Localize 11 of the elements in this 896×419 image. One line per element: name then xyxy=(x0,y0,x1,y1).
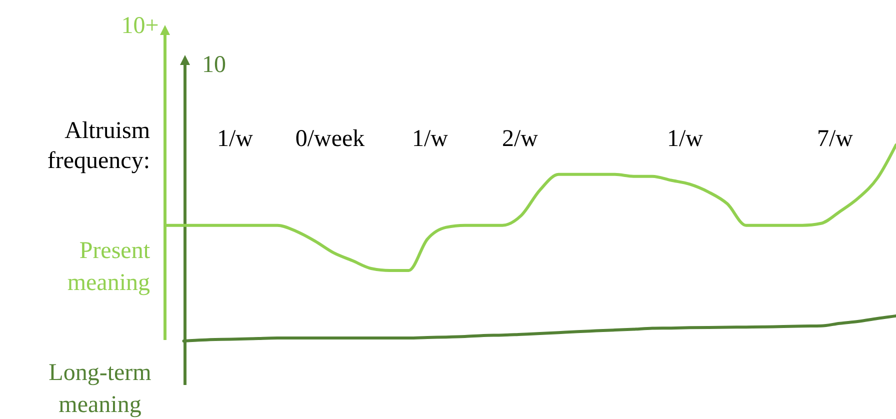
annotation: 7/w xyxy=(817,126,854,152)
text: 10+ xyxy=(121,13,159,39)
annotation: 1/w xyxy=(217,126,254,152)
text: Altruism frequency: xyxy=(47,118,150,174)
text: 10 xyxy=(202,52,226,78)
annotation: 0/week xyxy=(295,126,365,152)
series-label: Long-term meaning xyxy=(48,360,152,418)
annotation: 1/w xyxy=(667,126,704,152)
annotation: 1/w xyxy=(412,126,449,152)
annotation: 2/w xyxy=(502,126,539,152)
series-label: Present meaning xyxy=(67,238,150,296)
